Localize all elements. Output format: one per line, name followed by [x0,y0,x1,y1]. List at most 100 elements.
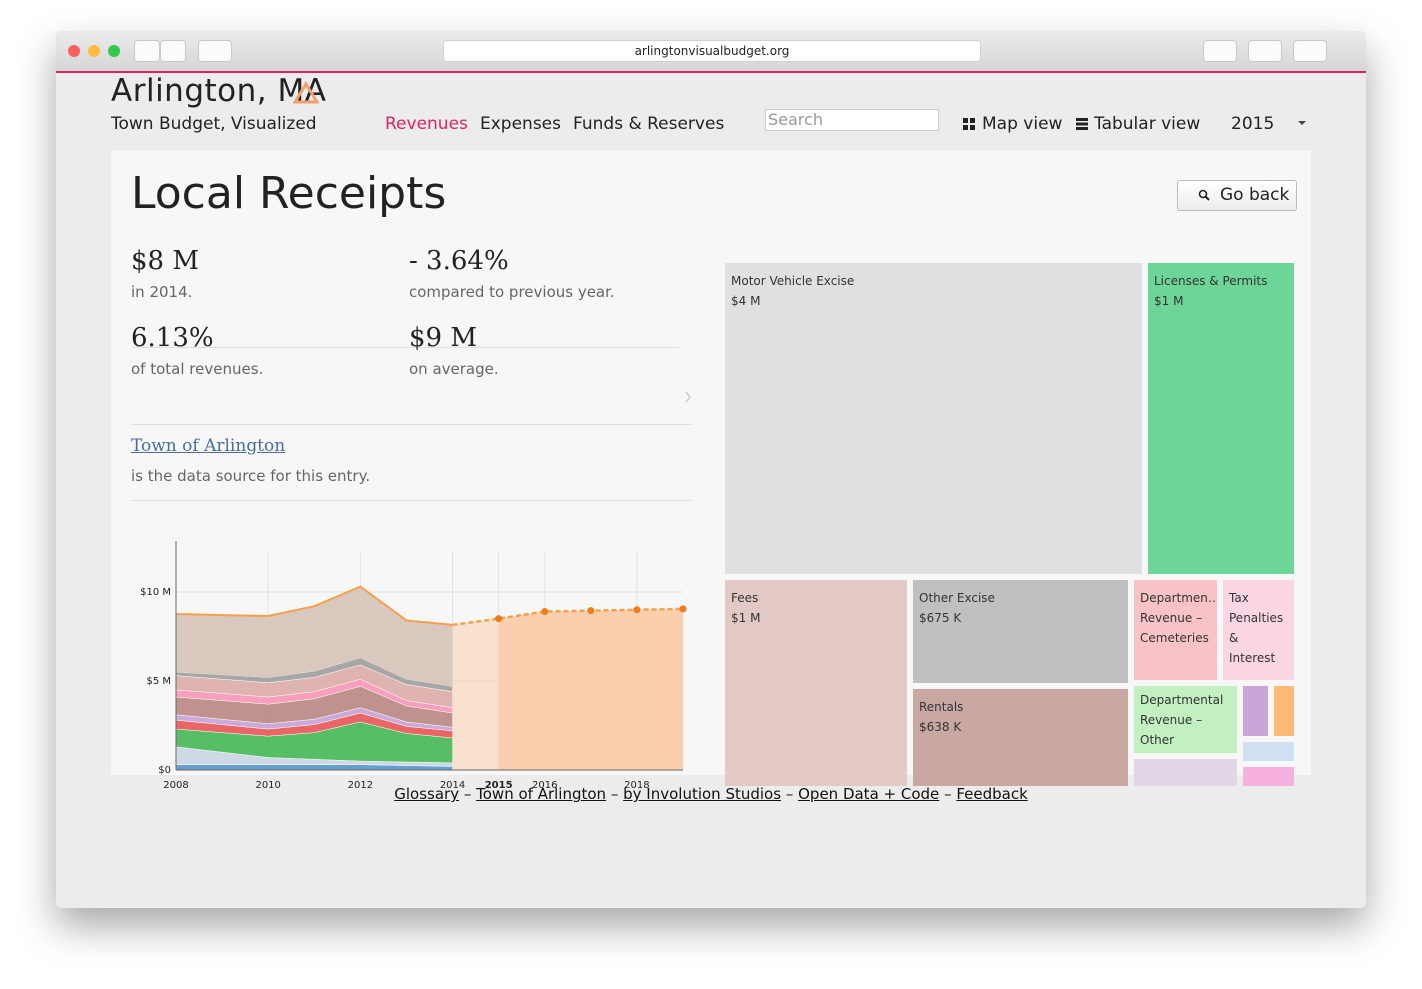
cell-value: $638 K [919,720,962,734]
stacked-area [175,657,453,692]
back-nav[interactable] [134,40,160,62]
cell-label: Fees [731,591,759,605]
downloads-button[interactable] [1293,40,1327,62]
stat-label: compared to previous year. [409,283,615,301]
treemap-cell[interactable]: Departmental Revenue – Other [1134,686,1237,753]
cell-label: Departmental Revenue – Other [1140,693,1224,747]
next-arrow[interactable] [684,391,692,403]
treemap-cell[interactable] [1243,742,1294,761]
year-select[interactable]: 2015 [1231,114,1275,134]
divider [131,424,691,425]
footer-link[interactable]: Glossary [394,785,460,803]
footer-link[interactable]: Open Data + Code [798,785,940,803]
logo [293,81,319,104]
treemap-cell[interactable] [1243,767,1294,786]
cell-value: $675 K [919,611,962,625]
revenue-history-chart: $0 $5 M $10 M 2008 2010 2012 2014 2015 2016 2018 [140,541,687,791]
share-button[interactable] [1203,40,1237,62]
separator: – [463,785,472,803]
divider [131,500,691,501]
grid-icon [963,118,975,130]
zoom-button[interactable] [108,45,120,57]
x-tick-label: 2010 [255,780,280,791]
divider [131,347,679,348]
y-tick-label: $5 M [146,676,171,687]
x-tick-label: 2016 [532,780,557,791]
treemap-cell[interactable]: Motor Vehicle Excise $4 M [725,263,1142,574]
url-bar[interactable]: arlingtonvisualbudget.org [443,40,981,62]
footer-link[interactable]: Feedback [956,785,1028,803]
button-label: Go back [1220,185,1290,205]
stat-label: on average. [409,360,499,378]
total-line [175,585,453,626]
cell-value: $1 M [1154,294,1184,308]
search-input[interactable]: Search [765,109,939,131]
x-tick-label: 2015 [485,780,513,791]
forecast-point [495,615,503,623]
forecast-point [587,607,595,615]
cell-label: Other Excise [919,591,995,605]
cell-label: Departmen… Revenue – Cemeteries [1140,591,1217,645]
nav-link[interactable]: Expenses [480,114,561,134]
treemap-cell[interactable]: Rentals $638 K [913,689,1128,786]
treemap-cell[interactable]: Tax Penalties & Interest [1223,580,1294,680]
forecast-area [498,608,683,770]
detail-panel: Local Receipts Go back $8 M in 2014. - 3… [111,150,1311,791]
treemap-cell[interactable] [1274,686,1294,736]
x-tick-label: 2014 [440,780,465,791]
list-icon [1076,118,1088,130]
forecast-point [633,606,641,614]
cell-label: Rentals [919,700,964,714]
treemap-cell[interactable] [1243,686,1268,736]
site-title[interactable]: Arlington, MA [111,73,327,109]
cell-value: $1 M [731,611,761,625]
treemap-cell[interactable]: Departmen… Revenue – Cemeteries [1134,580,1217,680]
browser-toolbar: arlingtonvisualbudget.org [56,31,1366,73]
stat-value: $8 M [131,246,199,276]
treemap-cell[interactable] [1134,759,1237,786]
sidebar-button[interactable] [198,40,232,62]
cell-value: $4 M [731,294,761,308]
stat-label: in 2014. [131,283,193,301]
map-view-link[interactable]: Map view [982,114,1063,134]
stat-value: - 3.64% [409,246,509,276]
site-subtitle: Town Budget, Visualized [111,114,317,134]
forward-nav[interactable] [160,40,186,62]
close-button[interactable] [68,45,80,57]
footer-link[interactable]: Town of Arlington [476,785,607,803]
cell-label: Motor Vehicle Excise [731,274,855,288]
stat-value: $9 M [409,323,477,353]
nav-link[interactable]: Revenues [385,114,468,134]
go-back-button[interactable]: Go back [1177,180,1297,211]
minimize-button[interactable] [88,45,100,57]
treemap-cell[interactable]: Other Excise $675 K [913,580,1128,683]
nav-link[interactable]: Funds & Reserves [573,114,725,134]
treemap-cell[interactable]: Fees $1 M [725,580,907,786]
tabs-button[interactable] [1248,40,1282,62]
stat-label: of total revenues. [131,360,264,378]
source-link[interactable]: Town of Arlington [131,436,286,456]
footer-link[interactable]: by Involution Studios [623,785,782,803]
x-tick-label: 2018 [624,780,649,791]
tabular-view-link[interactable]: Tabular view [1094,114,1201,134]
x-tick-label: 2012 [348,780,373,791]
footer: Glossary – Town of Arlington – by Involu… [56,785,1366,803]
separator: – [610,785,619,803]
stat-value: 6.13% [131,323,214,353]
separator: – [785,785,794,803]
search-icon [1198,189,1210,201]
panel-title: Local Receipts [131,168,447,219]
treemap-cell[interactable]: Licenses & Permits $1 M [1148,263,1294,574]
y-tick-label: $10 M [140,587,171,598]
total-area [176,586,453,687]
browser-window: arlingtonvisualbudget.org Arlington, MA … [56,31,1366,908]
dropdown-arrow [1298,121,1306,125]
separator: – [944,785,952,803]
forecast-point [541,608,549,616]
cell-label: Licenses & Permits [1154,274,1268,288]
forecast-point [679,605,687,613]
forecast-line [452,607,684,627]
source-text: is the data source for this entry. [131,467,371,485]
forecast-area [452,618,499,770]
